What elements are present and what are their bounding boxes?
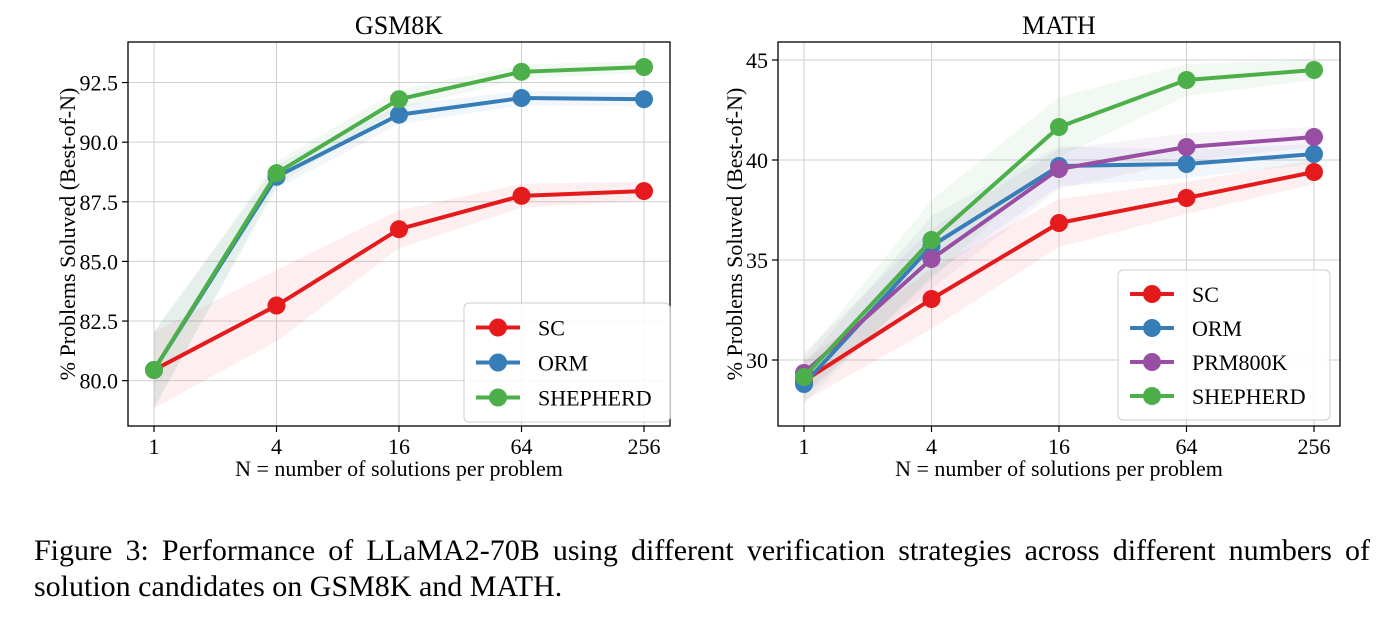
gsm8k-legend-marker-shepherd (489, 388, 507, 407)
math-point-prm800k-4 (1305, 128, 1323, 146)
gsm8k-ytick-label-5: 92.5 (80, 71, 119, 96)
gsm8k-point-orm-2 (390, 105, 408, 124)
math-point-prm800k-3 (1177, 138, 1196, 156)
gsm8k-xtick-label-2: 16 (388, 434, 410, 459)
gsm8k-point-orm-3 (512, 89, 531, 108)
gsm8k-point-sc-3 (512, 186, 531, 205)
math-legend-label-sc: SC (1192, 282, 1219, 307)
math-chart: 1 4 16 64 256 30 35 40 45 MATH N = number of solut… (722, 11, 1341, 481)
math-point-sc-3 (1177, 189, 1196, 207)
gsm8k-xtick-label-4: 256 (628, 434, 661, 459)
gsm8k-point-shepherd-4 (635, 58, 653, 77)
gsm8k-y-axis-label: % Problems Soluved (Best-of-N) (55, 88, 80, 381)
figure-caption: Figure 3: Performance of LLaMA2-70B usin… (34, 534, 1370, 603)
math-legend (1117, 269, 1331, 421)
gsm8k-ytick-label-1: 82.5 (80, 309, 119, 334)
math-xtick-label-3: 64 (1176, 434, 1198, 459)
math-point-shepherd-0 (795, 368, 813, 386)
math-legend-label-shepherd: SHEPHERD (1192, 384, 1306, 409)
math-point-shepherd-1 (922, 231, 941, 249)
math-xtick-label-1: 4 (926, 434, 937, 459)
math-legend-marker-sc (1143, 285, 1161, 303)
gsm8k-legend-label-shepherd: SHEPHERD (538, 386, 652, 411)
gsm8k-legend-label-sc: SC (538, 316, 565, 341)
gsm8k-legend-marker-sc (489, 318, 507, 337)
gsm8k-ytick-label-0: 80.0 (80, 369, 119, 394)
gsm8k-xtick-label-3: 64 (511, 434, 533, 459)
math-legend-label-prm800k: PRM800K (1192, 350, 1287, 375)
math-ytick-label-3: 45 (746, 48, 768, 73)
math-legend-marker-shepherd (1143, 387, 1161, 405)
math-point-orm-3 (1177, 155, 1196, 173)
math-point-prm800k-2 (1050, 160, 1068, 178)
gsm8k-ytick-label-3: 87.5 (80, 190, 119, 215)
gsm8k-legend-marker-orm (489, 353, 507, 372)
math-point-sc-1 (922, 290, 941, 308)
math-x-axis-label: N = number of solutions per problem (895, 456, 1223, 481)
math-ytick-label-2: 40 (746, 148, 768, 173)
figure: 1 4 16 64 256 80.0 82.5 85.0 87.5 90.0 92.5 GSM8K N … (55, 11, 1341, 481)
math-xtick-label-4: 256 (1298, 434, 1331, 459)
math-legend-label-orm: ORM (1192, 316, 1242, 341)
math-chart-title: MATH (1022, 11, 1096, 40)
math-band-prm800k (804, 127, 1314, 393)
math-xtick-label-2: 16 (1048, 434, 1070, 459)
math-ytick-label-1: 35 (746, 248, 768, 273)
gsm8k-point-sc-4 (635, 182, 653, 201)
math-y-axis-label: % Problems Soluved (Best-of-N) (722, 88, 747, 381)
gsm8k-point-sc-1 (267, 296, 286, 315)
math-xtick-label-0: 1 (799, 434, 810, 459)
gsm8k-point-shepherd-3 (512, 62, 531, 81)
gsm8k-chart: 1 4 16 64 256 80.0 82.5 85.0 87.5 90.0 92.5 GSM8K N … (55, 11, 671, 481)
math-ytick-label-0: 30 (746, 348, 768, 373)
math-point-shepherd-4 (1305, 61, 1323, 79)
gsm8k-legend-label-orm: ORM (538, 351, 588, 376)
gsm8k-point-sc-2 (390, 220, 408, 239)
math-point-sc-4 (1305, 163, 1323, 181)
gsm8k-ytick-label-2: 85.0 (80, 249, 119, 274)
math-legend-marker-prm800k (1143, 353, 1161, 371)
math-point-sc-2 (1050, 214, 1068, 232)
gsm8k-xtick-label-1: 4 (271, 434, 282, 459)
gsm8k-xtick-label-0: 1 (149, 434, 160, 459)
gsm8k-x-axis-label: N = number of solutions per problem (235, 456, 563, 481)
gsm8k-point-shepherd-2 (390, 90, 408, 109)
gsm8k-point-shepherd-1 (267, 164, 286, 183)
math-legend-marker-orm (1143, 319, 1161, 337)
math-point-shepherd-2 (1050, 118, 1068, 136)
gsm8k-ytick-label-4: 90.0 (80, 130, 119, 155)
math-point-shepherd-3 (1177, 71, 1196, 89)
gsm8k-point-shepherd-0 (145, 360, 163, 379)
gsm8k-legend (463, 302, 671, 423)
gsm8k-point-orm-4 (635, 90, 653, 109)
math-point-orm-4 (1305, 145, 1323, 163)
math-point-prm800k-1 (922, 250, 941, 268)
gsm8k-chart-title: GSM8K (355, 11, 443, 40)
